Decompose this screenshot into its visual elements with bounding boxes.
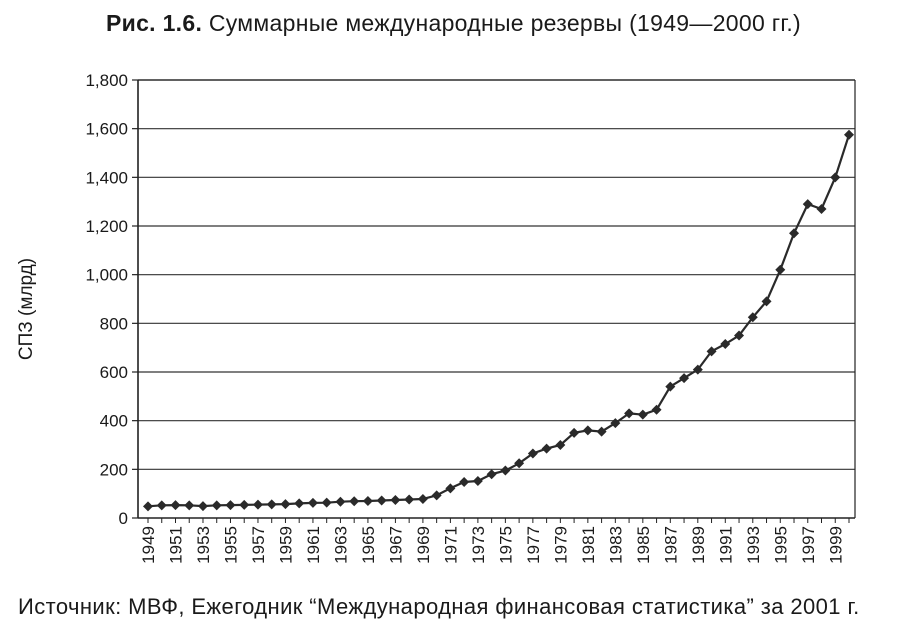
data-point <box>197 501 208 512</box>
x-tick-label: 1969 <box>414 526 433 564</box>
data-point <box>775 264 786 275</box>
data-point <box>665 381 676 392</box>
data-point <box>404 494 415 505</box>
x-tick-label: 1999 <box>826 526 845 564</box>
data-point <box>514 458 525 469</box>
y-tick-label: 1,200 <box>85 217 128 236</box>
data-point <box>143 501 153 512</box>
data-point <box>472 476 483 487</box>
y-tick-label: 600 <box>100 363 128 382</box>
data-point <box>500 465 511 476</box>
data-point <box>266 499 277 510</box>
x-tick-label: 1971 <box>441 526 460 564</box>
data-point <box>706 346 717 357</box>
data-point <box>844 129 854 140</box>
data-point <box>527 448 538 459</box>
y-tick-label: 1,600 <box>85 120 128 139</box>
x-tick-label: 1987 <box>661 526 680 564</box>
data-point <box>431 490 442 501</box>
data-point <box>692 364 703 375</box>
data-point <box>280 499 291 510</box>
data-point <box>789 228 800 239</box>
x-tick-label: 1959 <box>276 526 295 564</box>
data-point <box>390 494 401 505</box>
x-tick-label: 1963 <box>331 526 350 564</box>
data-point <box>184 500 195 511</box>
data-point <box>830 172 841 183</box>
y-tick-label: 1,000 <box>85 266 128 285</box>
x-tick-label: 1961 <box>304 526 323 564</box>
data-point <box>679 373 690 384</box>
y-tick-label: 400 <box>100 412 128 431</box>
x-tick-label: 1953 <box>194 526 213 564</box>
data-point <box>376 495 387 506</box>
x-tick-label: 1967 <box>386 526 405 564</box>
figure-source: Источник: МВФ, Ежегодник “Международная … <box>18 594 860 619</box>
data-point <box>802 199 813 210</box>
x-tick-label: 1955 <box>221 526 240 564</box>
x-tick-label: 1993 <box>744 526 763 564</box>
data-point <box>569 427 580 438</box>
y-tick-label: 1,400 <box>85 168 128 187</box>
data-point <box>417 494 428 505</box>
y-tick-label: 1,800 <box>85 71 128 90</box>
data-point <box>816 203 827 214</box>
data-point <box>170 500 181 511</box>
x-tick-label: 1949 <box>139 526 158 564</box>
data-point <box>156 500 167 511</box>
data-point <box>747 312 758 323</box>
data-point <box>239 499 250 510</box>
y-axis-label: СПЗ (млрд) <box>16 258 37 360</box>
x-tick-label: 1979 <box>551 526 570 564</box>
x-tick-label: 1977 <box>524 526 543 564</box>
figure-title: Рис. 1.6. Суммарные международные резерв… <box>0 10 907 37</box>
data-point <box>486 469 497 480</box>
data-point <box>459 476 470 487</box>
y-tick-label: 0 <box>119 509 128 528</box>
data-point <box>252 499 263 510</box>
y-tick-label: 800 <box>100 314 128 333</box>
data-point <box>211 500 222 511</box>
x-tick-label: 1957 <box>249 526 268 564</box>
x-tick-label: 1991 <box>716 526 735 564</box>
data-point <box>651 404 662 415</box>
figure-label: Рис. 1.6. <box>106 10 203 36</box>
data-point <box>624 408 635 419</box>
x-tick-label: 1983 <box>606 526 625 564</box>
data-point <box>349 496 360 507</box>
x-tick-label: 1985 <box>634 526 653 564</box>
x-tick-label: 1997 <box>799 526 818 564</box>
x-tick-label: 1981 <box>579 526 598 564</box>
data-point <box>445 483 456 494</box>
data-point <box>761 296 772 307</box>
y-tick-label: 200 <box>100 460 128 479</box>
data-point <box>555 440 566 450</box>
series-line <box>147 134 851 508</box>
x-tick-label: 1951 <box>166 526 185 564</box>
x-tick-label: 1995 <box>771 526 790 564</box>
data-point <box>541 443 552 454</box>
data-point <box>335 496 346 507</box>
x-tick-label: 1975 <box>496 526 515 564</box>
data-point <box>720 339 731 350</box>
data-point <box>637 409 648 420</box>
data-point <box>225 500 236 511</box>
data-point <box>596 426 607 437</box>
x-tick-label: 1965 <box>359 526 378 564</box>
data-point <box>734 330 745 341</box>
data-point <box>362 495 373 506</box>
data-point <box>610 418 621 429</box>
x-tick-label: 1989 <box>689 526 708 564</box>
data-point <box>582 425 593 436</box>
x-tick-label: 1973 <box>469 526 488 564</box>
data-point <box>307 497 318 508</box>
data-point <box>321 497 332 508</box>
figure-title-text: Суммарные международные резервы (1949—20… <box>208 10 801 36</box>
data-point <box>294 498 305 509</box>
